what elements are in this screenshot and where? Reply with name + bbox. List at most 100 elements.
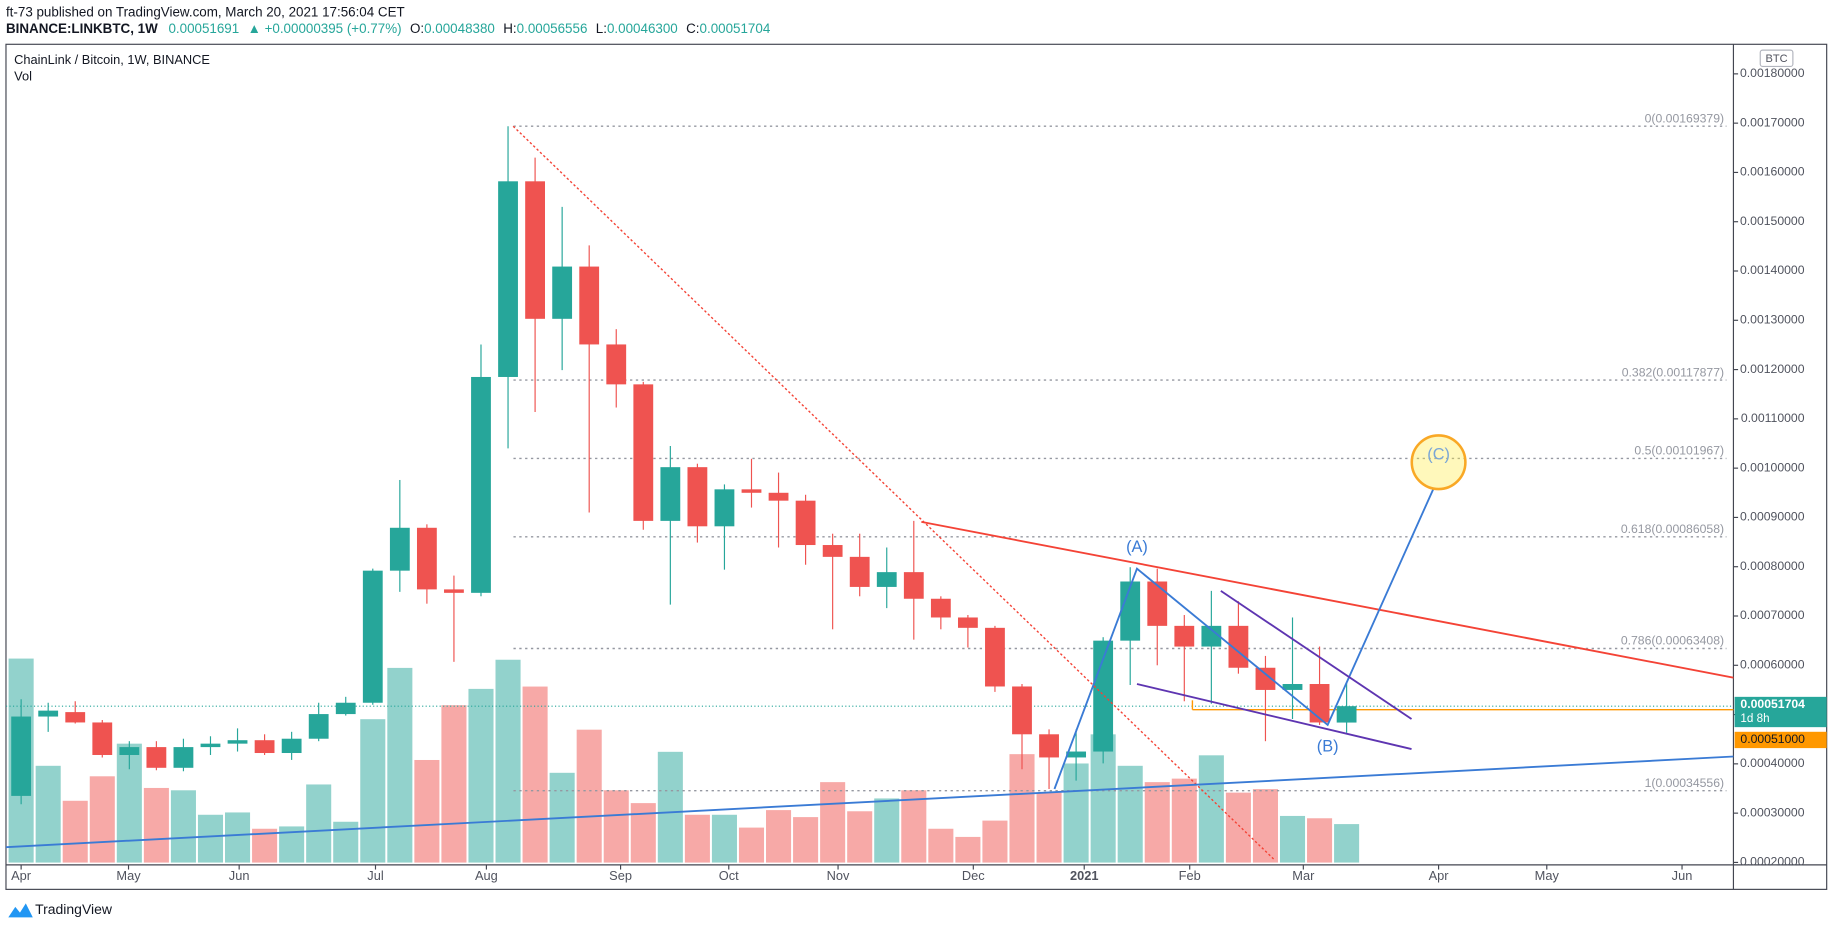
candle-body	[1012, 686, 1032, 735]
candle-body	[687, 467, 708, 527]
candle-body	[254, 740, 275, 754]
volume-bar	[1225, 792, 1251, 863]
y-tick-label: 0.00150000	[1740, 214, 1805, 228]
volume-bar	[1307, 818, 1333, 863]
ohlc-value: 0.00051704	[700, 21, 771, 36]
candle-body	[660, 467, 681, 521]
candle-body	[1255, 667, 1276, 690]
x-tick-label: Sep	[609, 868, 632, 883]
x-tick-label: Mar	[1292, 868, 1315, 883]
candle-body	[525, 181, 545, 319]
volume-bar	[766, 810, 792, 863]
candle-body	[227, 740, 248, 744]
volume-bar	[170, 790, 196, 863]
volume-bar	[1036, 792, 1062, 863]
volume-bar	[684, 814, 710, 863]
ohlc-label: C:	[686, 21, 699, 36]
volume-bar	[35, 765, 61, 863]
x-tick-label: May	[116, 868, 141, 883]
candle-body	[119, 747, 140, 755]
volume-bar	[89, 776, 115, 863]
candle-body	[65, 712, 86, 723]
fib-label: 0.5(0.00101967)	[1634, 444, 1724, 458]
candle-body	[416, 527, 437, 590]
frame	[5, 43, 1828, 890]
volume-bar	[333, 821, 359, 863]
x-tick-label: Oct	[719, 868, 739, 883]
candle-body	[281, 738, 302, 754]
volume-bar	[657, 751, 683, 863]
y-tick-label: 0.00160000	[1740, 165, 1805, 179]
volume-bar	[1279, 815, 1306, 863]
candle-body	[498, 181, 518, 377]
volume-bar	[1171, 778, 1197, 863]
wave-label: (A)	[1126, 538, 1148, 556]
trend-line	[1220, 590, 1413, 720]
candle-body	[930, 598, 951, 618]
candle-body	[200, 743, 221, 748]
volume-bar	[1117, 765, 1143, 863]
y-tick-label: 0.00040000	[1740, 756, 1805, 770]
candle-body	[606, 344, 627, 385]
candle-body	[552, 266, 573, 319]
x-tick-label: Jun	[229, 868, 250, 883]
y-tick-label: 0.00130000	[1740, 313, 1805, 327]
volume-bar	[738, 827, 765, 863]
y-tick-label: 0.00030000	[1740, 805, 1805, 819]
candle-body	[308, 714, 329, 739]
candle-body	[471, 376, 491, 593]
candle-body	[146, 747, 167, 768]
candle-body	[444, 589, 464, 593]
x-tick-label: Aug	[475, 868, 498, 883]
target-label: (C)	[1427, 446, 1450, 464]
x-tick-label: Apr	[1429, 868, 1450, 883]
candle-body	[1309, 684, 1330, 723]
volume-bar	[495, 659, 521, 863]
x-tick-label: Feb	[1179, 868, 1201, 883]
y-tick-label: 0.00120000	[1740, 362, 1805, 376]
y-tick-label: 0.00110000	[1741, 411, 1805, 425]
candle-body	[1120, 581, 1141, 641]
currency: BTC	[1765, 53, 1787, 65]
volume-bar	[522, 686, 548, 863]
x-tick-label: Jul	[367, 868, 383, 883]
y-tick-label: 0.00090000	[1740, 510, 1805, 524]
ohlc-label: L:	[596, 21, 607, 36]
wave-label: (B)	[1317, 737, 1339, 755]
volume-bar	[62, 800, 88, 863]
x-tick-label: 2021	[1070, 868, 1099, 883]
x-tick-label: May	[1535, 868, 1560, 883]
candle-body	[741, 489, 762, 493]
volume-bar	[387, 667, 413, 863]
fib-label: 0(0.00169379)	[1645, 111, 1725, 125]
target-circle	[1410, 434, 1467, 491]
candle-body	[822, 545, 843, 557]
candle-body	[1066, 751, 1087, 758]
candle-body	[173, 747, 194, 768]
volume-bar	[1144, 782, 1170, 863]
candle-body	[1282, 684, 1303, 690]
candle-body	[362, 570, 383, 703]
footer-brand: TradingView	[35, 901, 113, 917]
candle-body	[768, 492, 789, 501]
fib-label: 0.382(0.00117877)	[1622, 365, 1724, 379]
trend-line	[5, 755, 1734, 849]
volume-bar	[847, 811, 873, 863]
volume-bar	[143, 787, 169, 863]
volume-bar	[630, 803, 656, 863]
trend-line	[1136, 683, 1412, 750]
candle-body	[714, 489, 735, 527]
x-tick-label: Nov	[827, 868, 850, 883]
y-tick-label: 0.00170000	[1740, 115, 1805, 129]
candle-body	[1174, 625, 1195, 647]
candle-body	[985, 627, 1005, 687]
volume-label: Vol	[14, 68, 32, 83]
fib-label: 0.786(0.00063408)	[1621, 634, 1724, 648]
volume-bar	[225, 812, 251, 863]
candle-body	[903, 572, 924, 599]
candle-body	[876, 572, 897, 587]
y-tick-label: 0.00100000	[1740, 460, 1805, 474]
